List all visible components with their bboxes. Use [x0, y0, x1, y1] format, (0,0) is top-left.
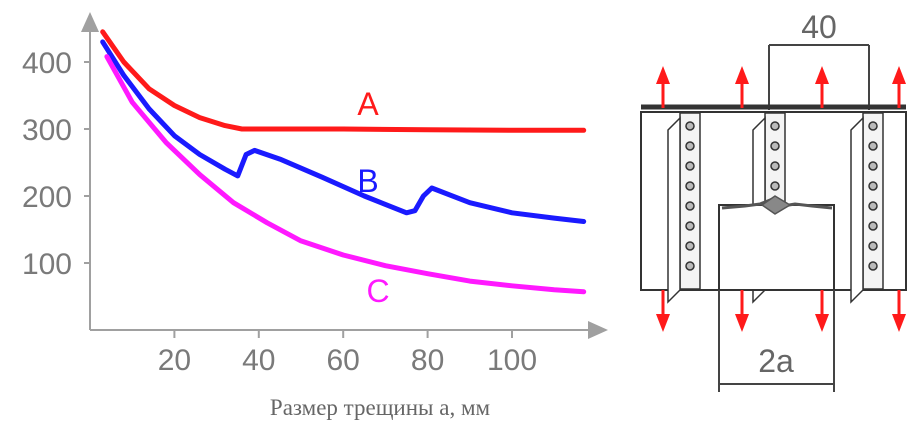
lower-panel — [718, 204, 835, 291]
series-line-a — [100, 29, 587, 133]
rivet — [770, 121, 780, 131]
y-tick-label: 100 — [22, 248, 72, 281]
series-line-b — [100, 39, 587, 224]
x-tick-label: 20 — [158, 344, 191, 377]
rivet — [685, 121, 695, 131]
rivet — [770, 141, 780, 151]
rivet — [868, 261, 878, 271]
rivet — [868, 181, 878, 191]
stiffener-flange — [850, 116, 864, 304]
load-arrow-down-head — [735, 314, 749, 332]
x-tick-label: 100 — [487, 344, 537, 377]
rivet — [685, 201, 695, 211]
top-dimension-label: 40 — [801, 9, 837, 45]
rivet — [685, 181, 695, 191]
series-label-c: C — [366, 273, 389, 309]
series-lines — [100, 29, 587, 295]
ticks: 20 40 60 80 100 100 200 300 400 — [22, 47, 537, 377]
rivet — [868, 161, 878, 171]
x-axis-arrow — [588, 321, 608, 339]
load-arrow-up-head — [656, 66, 670, 84]
load-arrow-down-head — [815, 314, 829, 332]
rivet — [770, 161, 780, 171]
load-arrow-up-head — [735, 66, 749, 84]
crack-size-chart: 20 40 60 80 100 100 200 300 400 A B C Размер трещи… — [22, 12, 608, 420]
x-tick-label: 40 — [242, 344, 275, 377]
x-tick-label: 80 — [411, 344, 444, 377]
stiffeners — [667, 112, 884, 304]
rivet — [685, 141, 695, 151]
x-axis-label: Размер трещины а, мм — [270, 395, 491, 420]
load-arrows — [656, 66, 906, 332]
series-label-b: B — [357, 163, 378, 199]
rivet — [685, 221, 695, 231]
rivet — [868, 241, 878, 251]
y-tick-label: 200 — [22, 181, 72, 214]
rivet — [770, 181, 780, 191]
rivet — [868, 141, 878, 151]
series-line-c — [104, 54, 587, 295]
series-label-a: A — [357, 86, 379, 122]
rivet — [868, 121, 878, 131]
rivet — [685, 161, 695, 171]
rivet — [685, 241, 695, 251]
stiffener-flange — [667, 116, 681, 304]
axes — [81, 12, 608, 339]
rivet — [868, 221, 878, 231]
x-tick-label: 60 — [327, 344, 360, 377]
y-axis-arrow — [81, 12, 99, 32]
series-labels: A B C — [357, 86, 389, 309]
rivet — [685, 261, 695, 271]
load-arrow-up-head — [815, 66, 829, 84]
specimen-diagram: 40 2a — [640, 9, 907, 392]
crack-center — [760, 195, 792, 215]
bottom-dimension-label: 2a — [758, 343, 794, 379]
load-arrow-up-head — [892, 66, 906, 84]
load-arrow-down-head — [892, 314, 906, 332]
load-arrow-down-head — [656, 314, 670, 332]
y-tick-label: 300 — [22, 114, 72, 147]
y-tick-label: 400 — [22, 47, 72, 80]
rivet — [868, 201, 878, 211]
